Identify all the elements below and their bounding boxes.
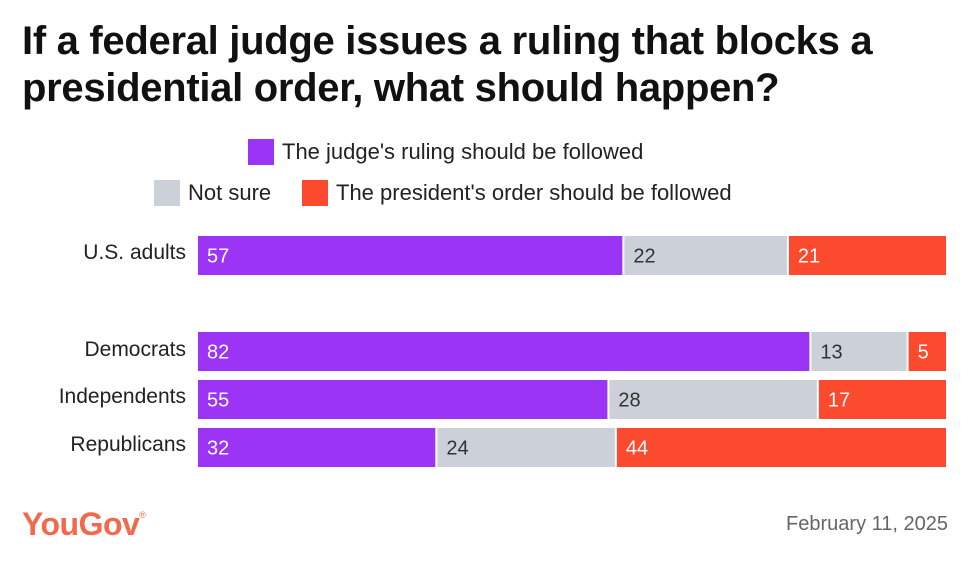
bar-independents-president <box>818 380 946 419</box>
logo-text: YouGov <box>22 506 140 542</box>
legend-swatch-not-sure <box>154 180 180 206</box>
legend-swatch-judge <box>248 139 274 165</box>
chart-title: If a federal judge issues a ruling that … <box>22 19 873 110</box>
bar-republicans-not-sure <box>437 428 615 467</box>
legend-swatch-president <box>302 180 328 206</box>
legend-item-not-sure: Not sure <box>154 178 271 208</box>
data-label-republicans-judge: 32 <box>207 438 229 460</box>
data-label-democrats-president: 5 <box>918 342 929 364</box>
row-label-independents: Independents <box>58 385 186 408</box>
row-label-republicans: Republicans <box>70 433 186 456</box>
data-label-democrats-judge: 82 <box>207 342 229 364</box>
bar-democrats-not-sure <box>811 332 907 371</box>
bar-democrats-president <box>908 332 946 371</box>
data-label-independents-president: 17 <box>828 390 850 412</box>
data-label-independents-judge: 55 <box>207 390 229 412</box>
legend-label-president: The president's order should be followed <box>336 180 732 205</box>
data-label-democrats-not-sure: 13 <box>820 342 842 364</box>
bar-republicans-president <box>616 428 946 467</box>
data-label-us-adults-not-sure: 22 <box>633 246 655 268</box>
legend-item-president: The president's order should be followed <box>302 178 732 208</box>
legend-label-judge: The judge's ruling should be followed <box>282 139 644 164</box>
legend-label-not-sure: Not sure <box>188 180 272 205</box>
legend-item-judge: The judge's ruling should be followed <box>248 137 643 167</box>
bar-independents-not-sure <box>609 380 817 419</box>
bar-democrats-judge <box>198 332 810 371</box>
data-label-independents-not-sure: 28 <box>618 390 640 412</box>
registered-mark: ® <box>139 510 146 520</box>
data-label-republicans-president: 44 <box>626 438 648 460</box>
bar-republicans-judge <box>198 428 436 467</box>
yougov-logo: YouGov® <box>22 506 146 543</box>
row-label-us-adults: U.S. adults <box>83 241 186 264</box>
publish-date: February 11, 2025 <box>786 513 948 535</box>
data-label-us-adults-president: 21 <box>798 246 820 268</box>
data-label-republicans-not-sure: 24 <box>446 438 468 460</box>
bar-us-adults-not-sure <box>624 236 787 275</box>
bar-us-adults-president <box>788 236 946 275</box>
row-label-democrats: Democrats <box>84 338 186 361</box>
bar-independents-judge <box>198 380 608 419</box>
bar-us-adults-judge <box>198 236 623 275</box>
data-label-us-adults-judge: 57 <box>207 246 229 268</box>
